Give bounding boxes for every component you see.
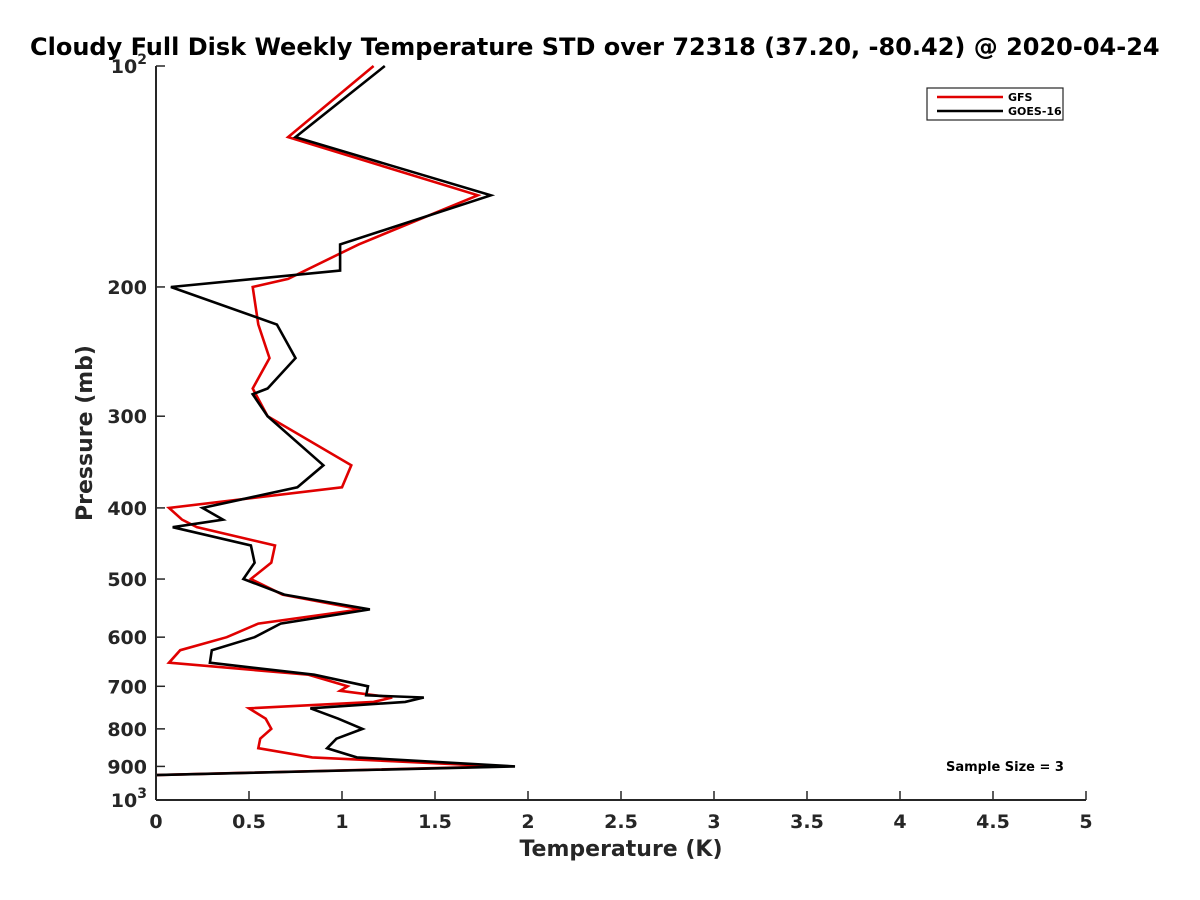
x-tick-label: 0	[149, 811, 162, 833]
x-tick-label: 3	[707, 811, 720, 833]
x-tick-label: 3.5	[790, 811, 824, 833]
x-tick-label: 4	[893, 811, 906, 833]
y-tick-label: 900	[107, 756, 147, 778]
x-tick-label: 1.5	[418, 811, 452, 833]
x-tick-label: 2.5	[604, 811, 638, 833]
legend-label-goes16: GOES-16	[1008, 105, 1062, 118]
y-tick-label: 103	[111, 786, 147, 812]
y-tick-label: 500	[107, 569, 147, 591]
sample-size-annotation: Sample Size = 3	[946, 760, 1064, 775]
y-tick-label: 600	[107, 627, 147, 649]
y-tick-label: 200	[107, 277, 147, 299]
legend-box	[926, 87, 1064, 121]
y-tick-label: 800	[107, 719, 147, 741]
y-tick-label: 102	[111, 52, 147, 78]
x-tick-label: 0.5	[232, 811, 266, 833]
series-line-goes16	[155, 64, 516, 777]
legend: GFS GOES-16	[926, 87, 1064, 121]
x-tick-label: 5	[1079, 811, 1092, 833]
y-tick-label: 700	[107, 676, 147, 698]
y-tick-label: 400	[107, 498, 147, 520]
series-line-gfs	[155, 65, 503, 777]
legend-label-gfs: GFS	[1008, 91, 1033, 104]
plot-series-group	[155, 64, 516, 777]
x-tick-label: 2	[521, 811, 534, 833]
x-ticks-group: 0 0.5 1 1.5 2 2.5 3 3.5 4 4.5 5	[149, 791, 1093, 833]
chart-title: Cloudy Full Disk Weekly Temperature STD …	[30, 33, 1160, 61]
y-tick-label: 300	[107, 406, 147, 428]
y-ticks-group: 102 200 300 400 500 600 700 800 900 103	[107, 52, 165, 812]
x-axis-label: Temperature (K)	[519, 837, 722, 862]
y-axis-label: Pressure (mb)	[73, 345, 98, 521]
x-tick-label: 1	[335, 811, 348, 833]
x-tick-label: 4.5	[976, 811, 1010, 833]
